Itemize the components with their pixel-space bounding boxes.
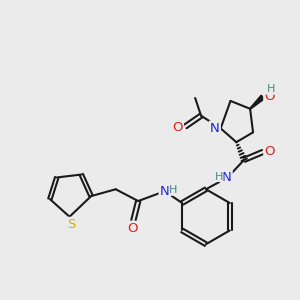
- Polygon shape: [250, 95, 265, 109]
- Text: N: N: [210, 122, 220, 135]
- Text: O: O: [172, 121, 183, 134]
- Text: O: O: [265, 146, 275, 158]
- Text: H: H: [169, 185, 178, 195]
- Text: O: O: [127, 222, 138, 235]
- Text: N: N: [160, 185, 169, 198]
- Text: H: H: [214, 172, 223, 182]
- Text: S: S: [67, 218, 76, 231]
- Text: O: O: [265, 91, 275, 103]
- Text: H: H: [266, 84, 275, 94]
- Text: N: N: [222, 171, 231, 184]
